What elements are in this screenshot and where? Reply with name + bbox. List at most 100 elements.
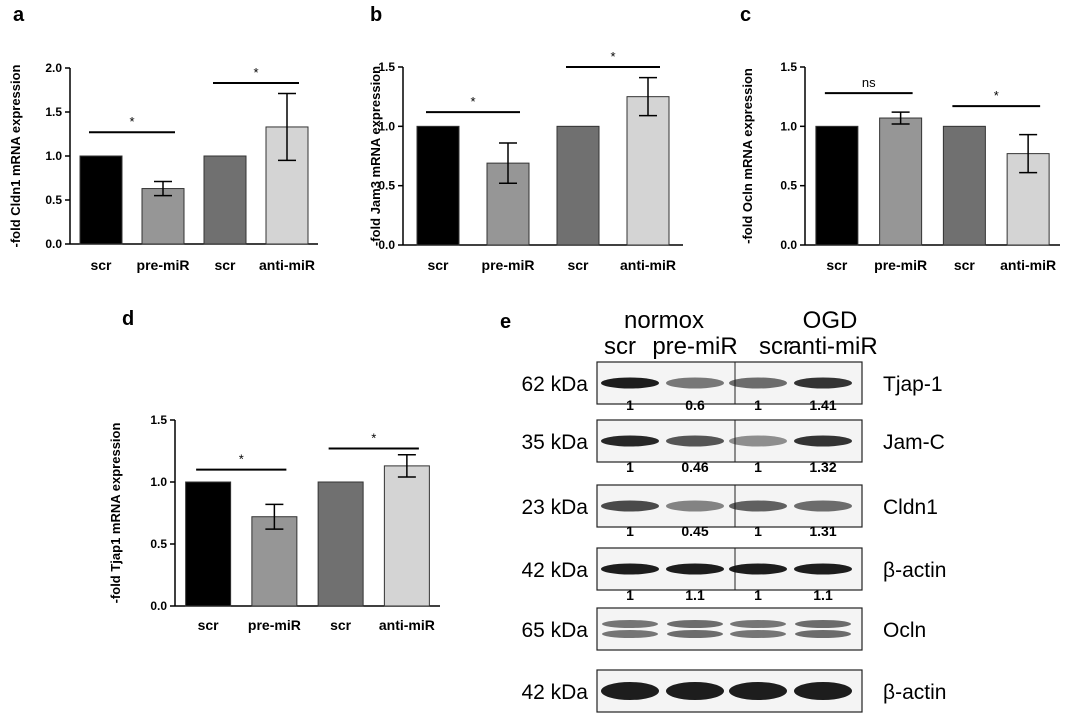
protein-band: [794, 435, 852, 447]
y-tick-label: 0.5: [780, 179, 797, 193]
lane-label: scr: [759, 333, 791, 360]
bar: [203, 155, 247, 245]
y-tick-label: 1.0: [780, 119, 797, 133]
protein-band: [666, 682, 724, 700]
quant-value: 1: [754, 397, 762, 413]
x-tick-label: scr: [90, 257, 112, 273]
x-tick-label: pre-miR: [874, 257, 927, 273]
quant-value: 1.32: [809, 459, 836, 475]
protein-band: [729, 500, 787, 512]
y-tick-label: 1.5: [378, 60, 395, 74]
bar: [879, 117, 923, 246]
y-axis-label: -fold Tjap1 mRNA expression: [108, 423, 123, 604]
x-tick-label: scr: [330, 617, 352, 633]
lane-label: scr: [604, 333, 636, 360]
quant-value: 1: [626, 587, 634, 603]
y-tick-label: 1.0: [378, 119, 395, 133]
protein-band: [729, 563, 787, 575]
x-tick-label: anti-miR: [259, 257, 315, 273]
significance-label: *: [371, 431, 376, 446]
protein-band: [602, 630, 658, 638]
protein-band: [729, 377, 787, 389]
y-tick-label: 0.0: [150, 599, 167, 613]
kda-label: 42 kDa: [521, 559, 588, 582]
bar: [815, 125, 859, 246]
quant-value: 1.1: [813, 587, 833, 603]
protein-band: [602, 620, 658, 628]
blot-strip: [596, 607, 863, 651]
panel-e: e normox OGD scr pre-miR scr anti-miR 62 kDa Tja…: [470, 300, 1080, 725]
protein-band: [601, 435, 659, 447]
y-tick-label: 0.0: [378, 238, 395, 252]
bar: [416, 125, 460, 246]
protein-band: [666, 377, 724, 389]
x-tick-label: scr: [567, 257, 589, 273]
protein-band: [666, 435, 724, 447]
chart-a: a -fold Cldn1 mRNA expression 0.0 0.5 1.0 1.5…: [8, 4, 318, 273]
panel-letter: d: [122, 308, 134, 330]
significance-label: *: [994, 88, 999, 103]
group-label: normox: [624, 307, 704, 334]
y-tick-label: 0.0: [45, 237, 62, 251]
bar: [626, 96, 670, 246]
kda-label: 62 kDa: [521, 373, 588, 396]
quant-value: 1.1: [685, 587, 705, 603]
protein-band: [666, 500, 724, 512]
quant-value: 0.6: [685, 397, 705, 413]
y-tick-label: 0.5: [378, 179, 395, 193]
quant-value: 1: [754, 523, 762, 539]
significance-label: *: [253, 65, 258, 80]
protein-label: β-actin: [883, 681, 946, 704]
kda-label: 65 kDa: [521, 619, 588, 642]
bar: [942, 125, 986, 246]
quant-value: 1.31: [809, 523, 836, 539]
y-tick-label: 0.0: [780, 238, 797, 252]
x-tick-label: anti-miR: [379, 617, 435, 633]
quant-value: 1.41: [809, 397, 836, 413]
panel-d: d -fold Tjap1 mRNA expression 0.0 0.5 1.0 1.5…: [100, 300, 460, 660]
chart-d: d -fold Tjap1 mRNA expression 0.0 0.5 1.0 1.5…: [108, 308, 440, 633]
bar: [556, 125, 600, 246]
significance-label: *: [239, 452, 244, 467]
protein-band: [794, 682, 852, 700]
protein-band: [730, 630, 786, 638]
x-tick-label: scr: [214, 257, 236, 273]
group-label: OGD: [803, 307, 858, 334]
y-tick-label: 1.5: [780, 60, 797, 74]
protein-band: [601, 377, 659, 389]
quant-value: 1: [626, 459, 634, 475]
x-tick-label: anti-miR: [1000, 257, 1056, 273]
protein-band: [794, 377, 852, 389]
panel-letter: c: [740, 4, 751, 26]
panel-a: a -fold Cldn1 mRNA expression 0.0 0.5 1.0 1.5…: [0, 0, 345, 290]
x-tick-label: scr: [198, 617, 220, 633]
quant-value: 1: [626, 397, 634, 413]
kda-label: 42 kDa: [521, 681, 588, 704]
protein-label: Jam-C: [883, 431, 945, 454]
significance-label: *: [610, 49, 615, 64]
protein-band: [667, 620, 723, 628]
y-axis-label: -fold Jam3 mRNA expression: [368, 66, 383, 246]
panel-letter: b: [370, 4, 382, 26]
x-tick-label: pre-miR: [137, 257, 190, 273]
x-tick-label: scr: [427, 257, 449, 273]
y-tick-label: 0.5: [45, 193, 62, 207]
panel-c: c -fold Ocln mRNA expression 0.0 0.5 1.0 1.5 s…: [735, 0, 1080, 290]
quant-value: 0.46: [681, 459, 708, 475]
protein-label: Ocln: [883, 619, 926, 642]
chart-c: c -fold Ocln mRNA expression 0.0 0.5 1.0 1.5 s…: [740, 4, 1060, 273]
protein-band: [794, 563, 852, 575]
significance-label: ns: [862, 75, 876, 90]
x-tick-label: anti-miR: [620, 257, 676, 273]
protein-band: [794, 500, 852, 512]
y-tick-label: 1.5: [45, 105, 62, 119]
bar: [317, 481, 364, 607]
significance-label: *: [129, 114, 134, 129]
x-tick-label: pre-miR: [482, 257, 535, 273]
bar: [251, 516, 298, 607]
protein-label: Cldn1: [883, 496, 938, 519]
bar: [383, 465, 430, 607]
protein-band: [667, 630, 723, 638]
